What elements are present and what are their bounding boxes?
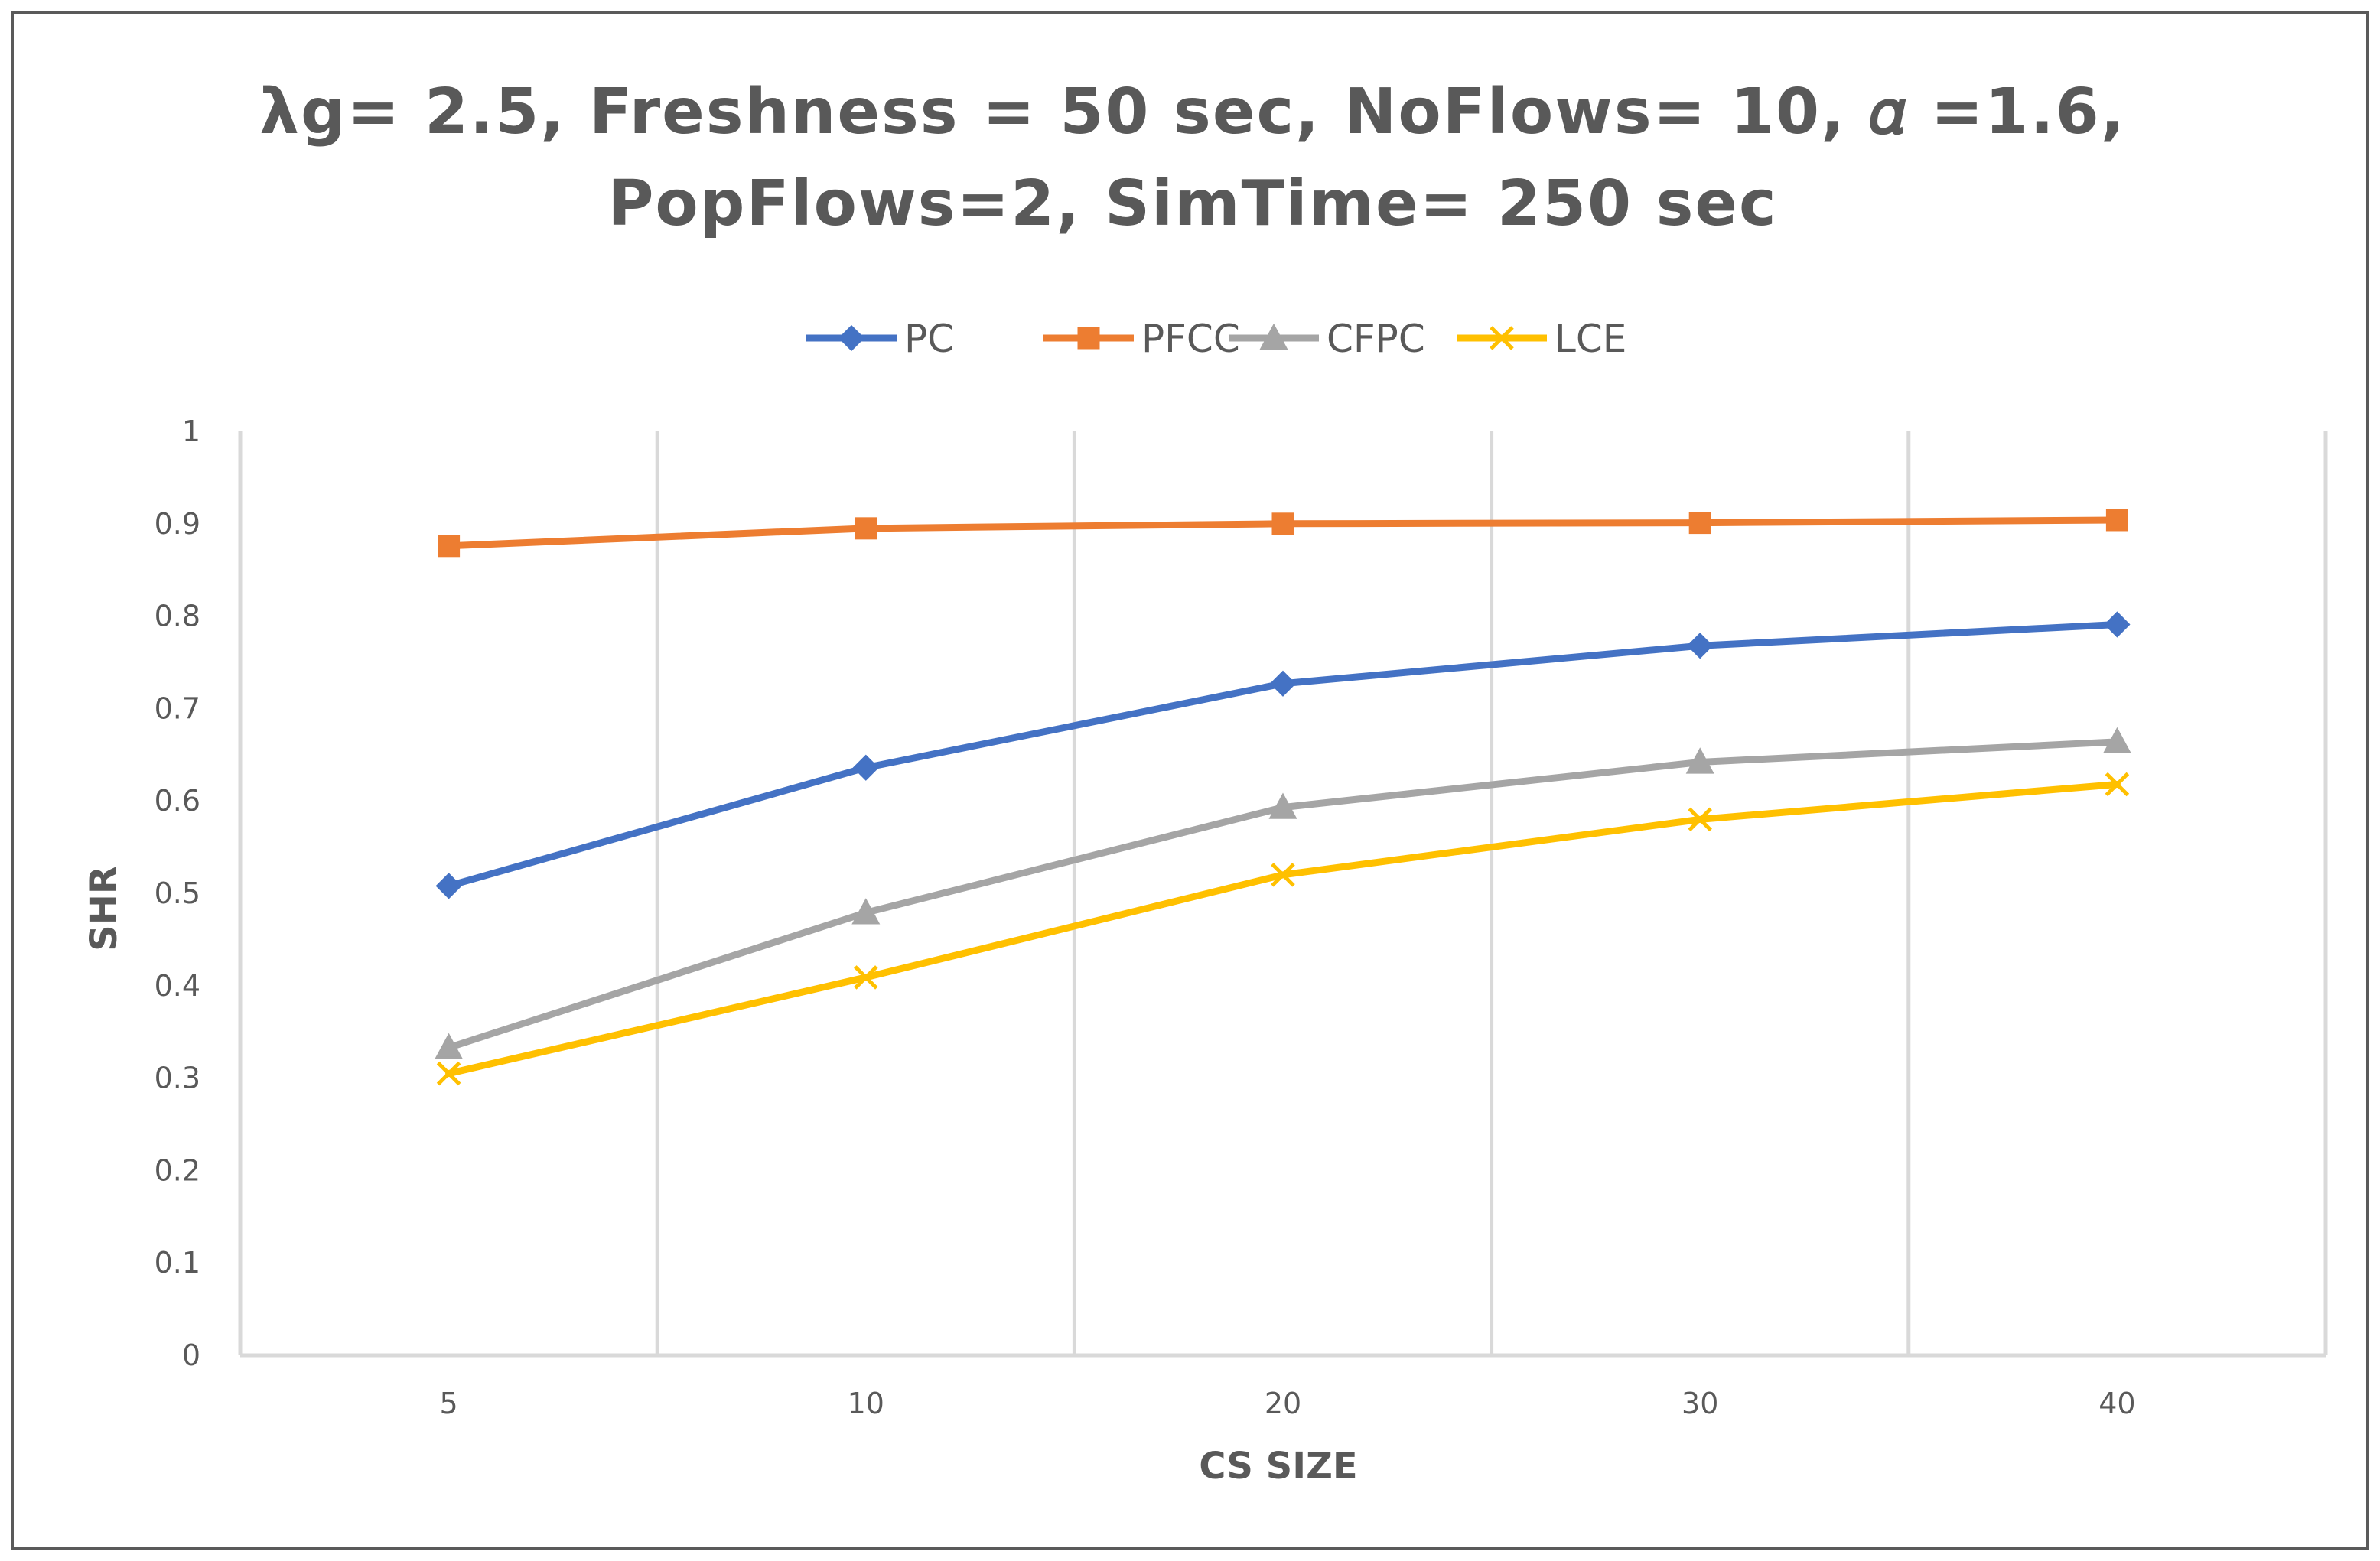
data-point-cfpc bbox=[1685, 747, 1714, 774]
data-point-pfcc bbox=[855, 517, 877, 540]
data-point-pc bbox=[2104, 611, 2131, 638]
x-axis-ticks: 5 10 20 30 40 bbox=[440, 1387, 2136, 1420]
legend-label: PC bbox=[904, 317, 954, 361]
data-point-pc bbox=[1687, 633, 1714, 659]
legend-marker bbox=[1259, 323, 1288, 350]
y-tick-label: 0.3 bbox=[155, 1062, 200, 1095]
series-pfcc bbox=[438, 509, 2128, 558]
data-point-pfcc bbox=[438, 535, 461, 558]
legend-marker bbox=[1077, 327, 1100, 350]
y-tick-label: 0 bbox=[182, 1338, 200, 1372]
legend-marker bbox=[1490, 326, 1514, 350]
chart-frame: λg= 2.5, Freshness = 50 sec, NoFlows= 10… bbox=[11, 11, 2369, 1550]
data-point-pc bbox=[1269, 670, 1297, 697]
gridlines bbox=[655, 431, 2328, 1355]
data-point-pc bbox=[852, 754, 879, 781]
x-tick-label: 5 bbox=[440, 1387, 458, 1420]
data-point-lce bbox=[2105, 772, 2130, 797]
y-axis-title: SHR bbox=[83, 866, 125, 951]
series-line-cfpc bbox=[445, 738, 2121, 1052]
legend-entry-cfpc: CFPC bbox=[1229, 317, 1425, 361]
series-line-lce bbox=[445, 780, 2121, 1078]
y-tick-label: 0.1 bbox=[155, 1246, 200, 1280]
y-tick-label: 0.4 bbox=[155, 969, 200, 1003]
data-point-cfpc bbox=[1268, 792, 1297, 819]
x-tick-label: 30 bbox=[1682, 1387, 1718, 1420]
chart-title-line-1: λg= 2.5, Freshness = 50 sec, NoFlows= 10… bbox=[259, 76, 2126, 148]
data-point-cfpc bbox=[435, 1033, 464, 1059]
data-point-lce bbox=[1688, 807, 1712, 832]
y-tick-label: 1 bbox=[182, 415, 200, 448]
chart-legend: PC PFCC CFPC LCE bbox=[806, 317, 1626, 361]
y-tick-label: 0.6 bbox=[155, 784, 200, 818]
legend-label: CFPC bbox=[1327, 317, 1425, 361]
y-axis-ticks: 0 0.1 0.2 0.3 0.4 0.5 0.6 0.7 0.8 0.9 1 bbox=[155, 415, 200, 1372]
y-tick-label: 0.2 bbox=[155, 1153, 200, 1187]
legend-label: LCE bbox=[1555, 317, 1626, 361]
y-tick-label: 0.8 bbox=[155, 600, 200, 633]
chart-title-line-2: PopFlows=2, SimTime= 250 sec bbox=[607, 167, 1777, 240]
legend-entry-lce: LCE bbox=[1457, 317, 1626, 361]
y-tick-label: 0.9 bbox=[155, 507, 200, 541]
x-tick-label: 10 bbox=[848, 1387, 884, 1420]
series-lce bbox=[436, 772, 2130, 1086]
axes bbox=[238, 431, 2326, 1358]
data-point-cfpc bbox=[2102, 727, 2131, 753]
data-point-lce bbox=[1271, 863, 1295, 887]
chart-title: λg= 2.5, Freshness = 50 sec, NoFlows= 10… bbox=[259, 76, 2126, 240]
line-chart: λg= 2.5, Freshness = 50 sec, NoFlows= 10… bbox=[83, 76, 2328, 1488]
y-tick-label: 0.5 bbox=[155, 876, 200, 910]
x-axis-title: CS SIZE bbox=[1199, 1445, 1357, 1488]
data-point-pfcc bbox=[1688, 512, 1711, 535]
x-tick-label: 20 bbox=[1265, 1387, 1301, 1420]
legend-label: PFCC bbox=[1141, 317, 1240, 361]
data-point-cfpc bbox=[851, 898, 881, 925]
series-pc bbox=[435, 611, 2131, 899]
legend-entry-pfcc: PFCC bbox=[1043, 317, 1240, 361]
data-point-pc bbox=[435, 873, 462, 899]
data-point-lce bbox=[436, 1061, 461, 1086]
series-layer bbox=[435, 509, 2131, 1086]
y-tick-label: 0.7 bbox=[155, 691, 200, 725]
series-cfpc bbox=[435, 727, 2131, 1059]
data-point-pfcc bbox=[1271, 512, 1294, 535]
data-point-lce bbox=[854, 965, 878, 990]
x-tick-label: 40 bbox=[2098, 1387, 2135, 1420]
legend-marker bbox=[838, 324, 865, 352]
data-point-pfcc bbox=[2105, 509, 2128, 532]
legend-entry-pc: PC bbox=[806, 317, 954, 361]
